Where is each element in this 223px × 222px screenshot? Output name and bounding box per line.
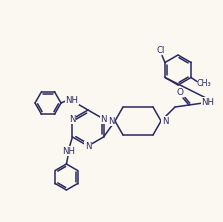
Text: NH: NH	[62, 147, 75, 155]
Text: N: N	[108, 117, 114, 125]
Text: O: O	[176, 87, 184, 97]
Text: N: N	[69, 115, 76, 123]
Text: CH₃: CH₃	[197, 79, 211, 88]
Text: N: N	[162, 117, 168, 125]
Text: NH: NH	[66, 95, 78, 105]
Text: N: N	[85, 141, 91, 151]
Text: Cl: Cl	[157, 46, 165, 55]
Text: NH: NH	[202, 97, 215, 107]
Text: N: N	[100, 115, 107, 123]
